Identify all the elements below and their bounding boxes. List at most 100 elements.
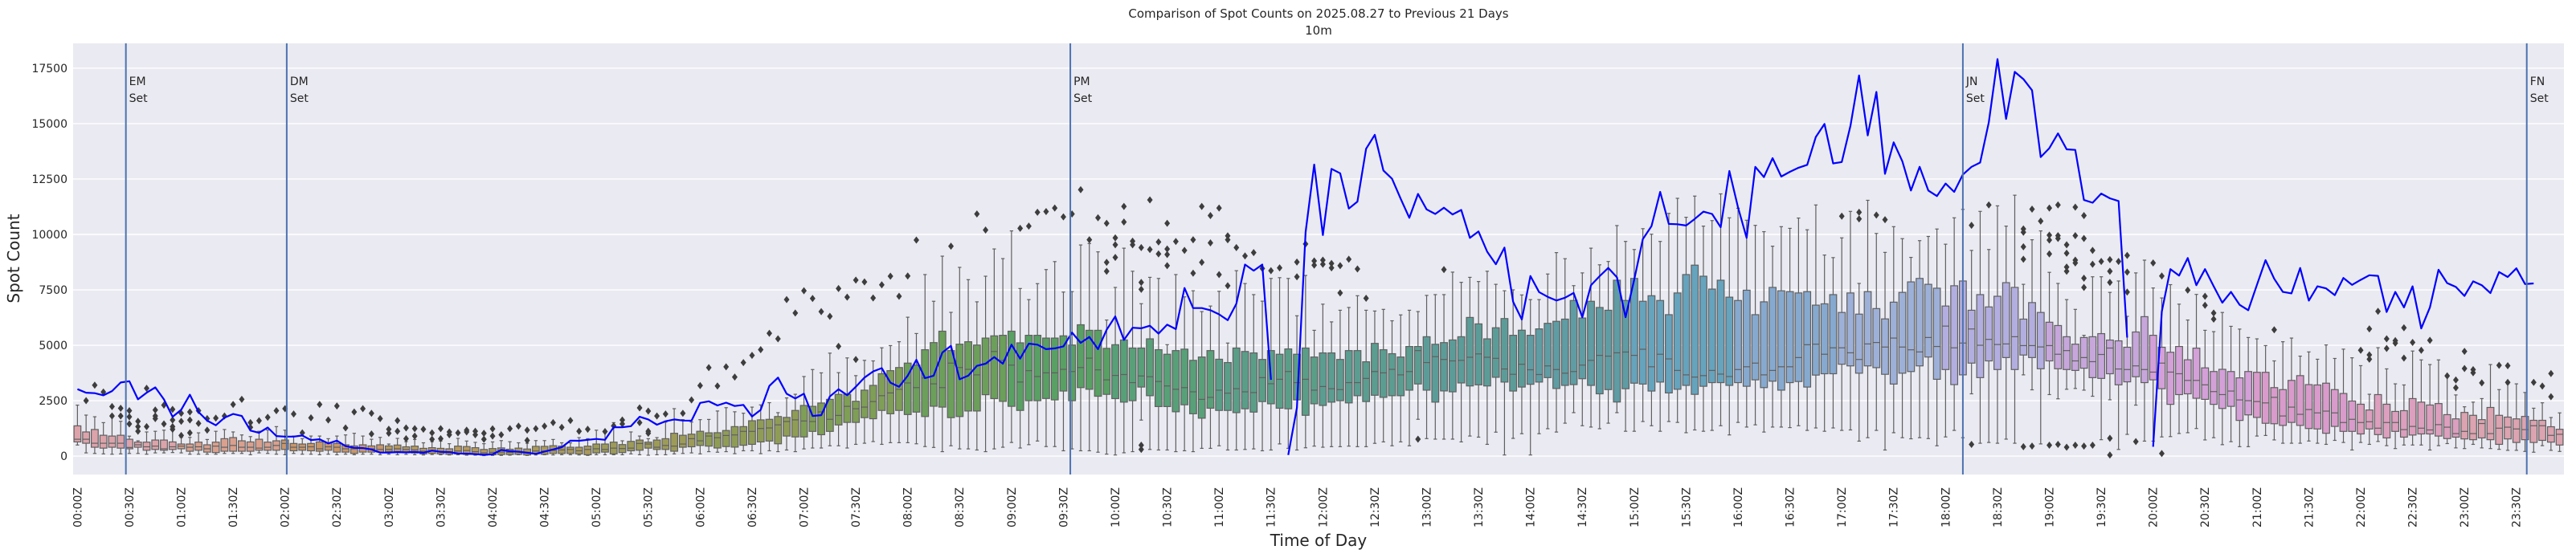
box: [799, 376, 808, 450]
box: [1284, 278, 1293, 450]
x-tick-label: 22:30Z: [2407, 487, 2420, 527]
box: [1275, 277, 1284, 445]
flier-point: [325, 416, 332, 424]
flier-point: [2418, 346, 2424, 354]
x-tick-label: 16:30Z: [1785, 487, 1797, 527]
box-iqr: [1371, 343, 1379, 396]
box-iqr: [2079, 336, 2088, 369]
box-iqr: [1336, 359, 1344, 401]
flier-point: [2401, 354, 2407, 362]
box: [194, 432, 202, 455]
box-iqr: [1284, 348, 1293, 409]
flier-point: [480, 435, 487, 443]
flier-point: [2210, 315, 2217, 323]
box-iqr: [869, 385, 877, 420]
box: [1474, 281, 1483, 438]
box-iqr: [2166, 352, 2175, 405]
box: [1197, 311, 1206, 450]
box: [1707, 220, 1716, 431]
box-iqr: [333, 442, 341, 453]
box: [2175, 303, 2183, 434]
box-iqr: [1629, 278, 1638, 384]
flier-point: [1103, 219, 1110, 227]
flier-point: [2530, 378, 2537, 386]
flier-point: [2366, 351, 2373, 359]
flier-point: [2124, 288, 2130, 296]
box-iqr: [1785, 291, 1794, 384]
flier-point: [1207, 238, 1213, 246]
box: [99, 422, 108, 454]
flier-point: [1294, 273, 1300, 281]
flier-point: [2081, 283, 2087, 291]
box: [808, 369, 817, 449]
box: [1379, 308, 1388, 443]
flier-point: [766, 329, 772, 337]
box: [1033, 283, 1042, 442]
flier-point: [273, 406, 280, 414]
box-iqr: [1344, 350, 1353, 404]
flier-point: [792, 309, 799, 317]
flier-point: [1216, 204, 1222, 212]
flier-point: [1034, 208, 1041, 216]
x-tick-label: 08:30Z: [954, 487, 967, 527]
box: [2045, 271, 2054, 396]
box-iqr: [2149, 335, 2157, 381]
set-marker: DM Set: [285, 43, 309, 475]
flier-point: [1882, 216, 1888, 224]
box-iqr: [1206, 350, 1215, 409]
flier-point: [2046, 250, 2053, 258]
flier-point: [1337, 262, 1343, 270]
flier-point: [602, 427, 608, 435]
box: [411, 438, 419, 456]
box-iqr: [2141, 316, 2149, 384]
box-iqr: [2408, 397, 2417, 436]
box: [1128, 271, 1137, 453]
box: [756, 404, 765, 454]
box-iqr: [1232, 347, 1241, 413]
flier-point: [809, 295, 816, 303]
box-iqr: [1327, 352, 1336, 403]
flier-point: [1311, 257, 1318, 265]
box: [1560, 258, 1569, 424]
box-iqr: [947, 350, 955, 418]
box: [912, 332, 921, 445]
box: [237, 434, 246, 454]
flier-point: [489, 432, 496, 440]
flier-point: [108, 402, 115, 410]
flier-point: [1250, 249, 1257, 257]
box-iqr: [2443, 413, 2451, 439]
flier-point: [117, 404, 124, 412]
box-iqr: [1854, 313, 1863, 374]
x-tick-label: 19:30Z: [2096, 487, 2108, 527]
x-tick-label: 20:30Z: [2199, 487, 2212, 527]
x-tick-label: 13:30Z: [1473, 487, 1486, 527]
flier-point: [758, 346, 764, 354]
box: [1794, 217, 1803, 426]
flier-point: [2029, 206, 2035, 214]
box: [1725, 217, 1734, 436]
x-tick-label: 09:00Z: [1006, 487, 1019, 527]
box: [2322, 344, 2330, 446]
box-iqr: [1224, 361, 1232, 411]
flier-point: [239, 395, 245, 403]
box: [2028, 239, 2036, 391]
box-iqr: [791, 409, 799, 438]
box-iqr: [2304, 384, 2313, 430]
flier-point: [377, 414, 383, 422]
box: [1413, 311, 1422, 420]
set-marker-label: Set: [1966, 92, 1985, 105]
flier-point: [1164, 250, 1171, 259]
box-iqr: [566, 446, 574, 454]
box: [1344, 307, 1353, 447]
box: [1258, 300, 1266, 452]
flier-point: [2072, 203, 2079, 211]
flier-point: [2063, 241, 2070, 249]
box-iqr: [1102, 348, 1111, 395]
box-iqr: [1016, 342, 1024, 411]
box: [1215, 291, 1224, 446]
box: [1777, 226, 1785, 428]
box-iqr: [1924, 283, 1932, 358]
box-iqr: [1310, 356, 1319, 405]
box: [272, 426, 280, 455]
flier-point: [2020, 442, 2026, 450]
